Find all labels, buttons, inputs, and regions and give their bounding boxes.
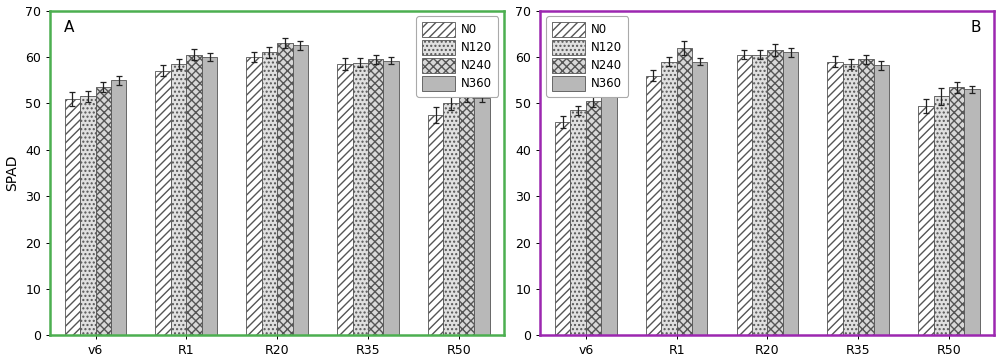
Bar: [874, 65, 889, 335]
Bar: [570, 110, 586, 335]
Bar: [80, 97, 96, 335]
Bar: [262, 52, 277, 335]
Bar: [65, 99, 80, 335]
Legend: N0, N120, N240, N360: N0, N120, N240, N360: [416, 16, 498, 97]
Bar: [783, 52, 798, 335]
Bar: [858, 59, 874, 335]
Bar: [368, 59, 383, 335]
Bar: [383, 61, 399, 335]
Bar: [964, 89, 980, 335]
Bar: [171, 64, 186, 335]
Bar: [601, 92, 617, 335]
Bar: [111, 80, 126, 335]
Bar: [277, 43, 293, 335]
Bar: [843, 64, 858, 335]
Bar: [96, 87, 111, 335]
Bar: [949, 87, 964, 335]
Bar: [186, 55, 202, 335]
Text: B: B: [970, 20, 981, 35]
Bar: [677, 48, 692, 335]
Bar: [337, 64, 353, 335]
Bar: [474, 98, 490, 335]
Bar: [767, 50, 783, 335]
Bar: [827, 62, 843, 335]
Bar: [934, 97, 949, 335]
Bar: [428, 115, 443, 335]
Bar: [246, 57, 262, 335]
Y-axis label: SPAD: SPAD: [6, 155, 20, 191]
Bar: [661, 62, 677, 335]
Bar: [586, 101, 601, 335]
Bar: [353, 62, 368, 335]
Bar: [443, 103, 459, 335]
Legend: N0, N120, N240, N360: N0, N120, N240, N360: [546, 16, 628, 97]
Bar: [293, 45, 308, 335]
Bar: [202, 57, 217, 335]
Bar: [692, 62, 707, 335]
Bar: [646, 76, 661, 335]
Bar: [555, 122, 570, 335]
Bar: [918, 106, 934, 335]
Bar: [155, 71, 171, 335]
Text: A: A: [64, 20, 74, 35]
Bar: [459, 97, 474, 335]
Bar: [737, 55, 752, 335]
Bar: [752, 55, 767, 335]
